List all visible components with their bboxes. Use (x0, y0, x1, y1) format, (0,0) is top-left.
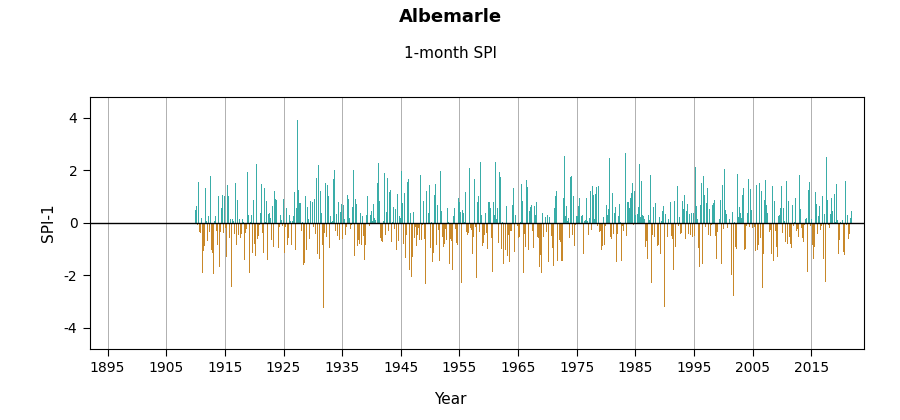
Text: Albemarle: Albemarle (399, 8, 501, 26)
Text: 1-month SPI: 1-month SPI (403, 46, 497, 61)
Text: Year: Year (434, 392, 466, 407)
Y-axis label: SPI-1: SPI-1 (40, 203, 56, 242)
